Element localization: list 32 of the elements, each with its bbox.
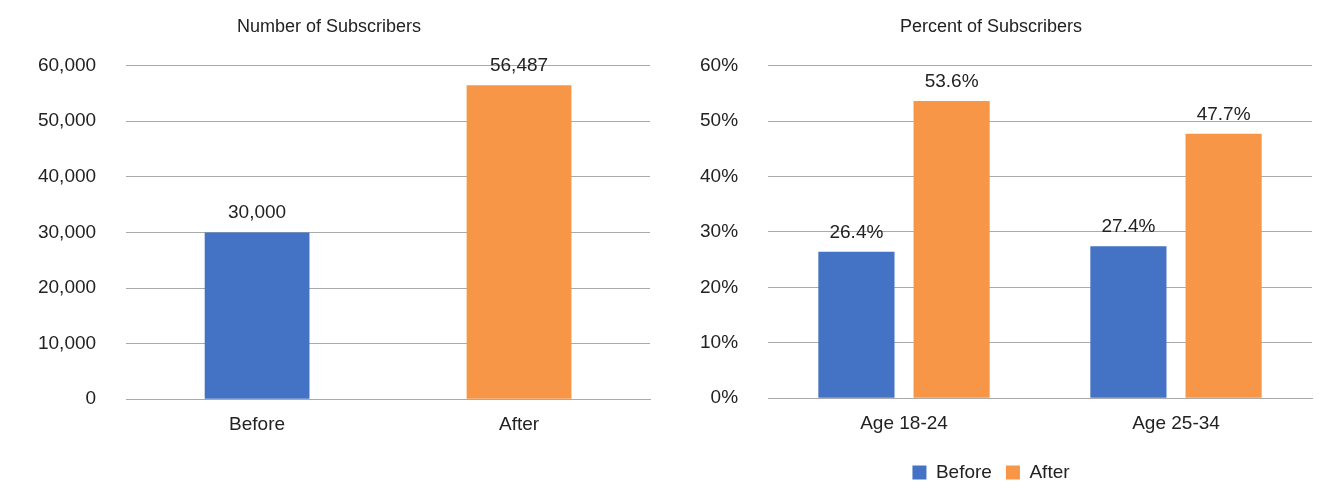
y-tick-label: 40%	[700, 164, 739, 186]
y-tick-label: 30%	[700, 220, 739, 242]
legend-label: Before	[935, 460, 992, 482]
y-tick-label: 50,000	[37, 109, 97, 131]
y-tick-label: 30,000	[37, 220, 97, 242]
data-label: 26.4%	[829, 220, 884, 242]
y-tick-label: 40,000	[37, 165, 97, 187]
data-label: 30,000	[228, 201, 287, 223]
y-tick-label: 20,000	[37, 276, 97, 298]
x-tick-label: Age 25-34	[1132, 411, 1221, 433]
y-tick-label: 20%	[700, 275, 739, 297]
data-label: 47.7%	[1196, 102, 1251, 124]
x-tick-label: After	[498, 412, 540, 434]
y-tick-label: 60,000	[37, 53, 97, 75]
chart-title: Number of Subscribers	[236, 15, 422, 36]
chart-title: Percent of Subscribers	[899, 15, 1083, 36]
y-tick-label: 0%	[710, 386, 739, 408]
y-tick-label: 50%	[700, 109, 739, 131]
y-tick-label: 60%	[700, 53, 739, 75]
legend-label: After	[1029, 460, 1071, 482]
data-label: 53.6%	[924, 69, 979, 91]
x-tick-label: Age 18-24	[860, 411, 949, 433]
bar	[913, 101, 990, 398]
data-label: 56,487	[489, 53, 549, 75]
y-tick-label: 0	[85, 387, 97, 409]
x-tick-label: Before	[229, 412, 286, 434]
bar	[1185, 133, 1262, 398]
y-tick-label: 10,000	[37, 331, 97, 353]
bar	[1090, 246, 1167, 398]
y-tick-label: 10%	[700, 331, 739, 352]
data-label: 27.4%	[1101, 215, 1156, 237]
bar	[818, 251, 895, 398]
